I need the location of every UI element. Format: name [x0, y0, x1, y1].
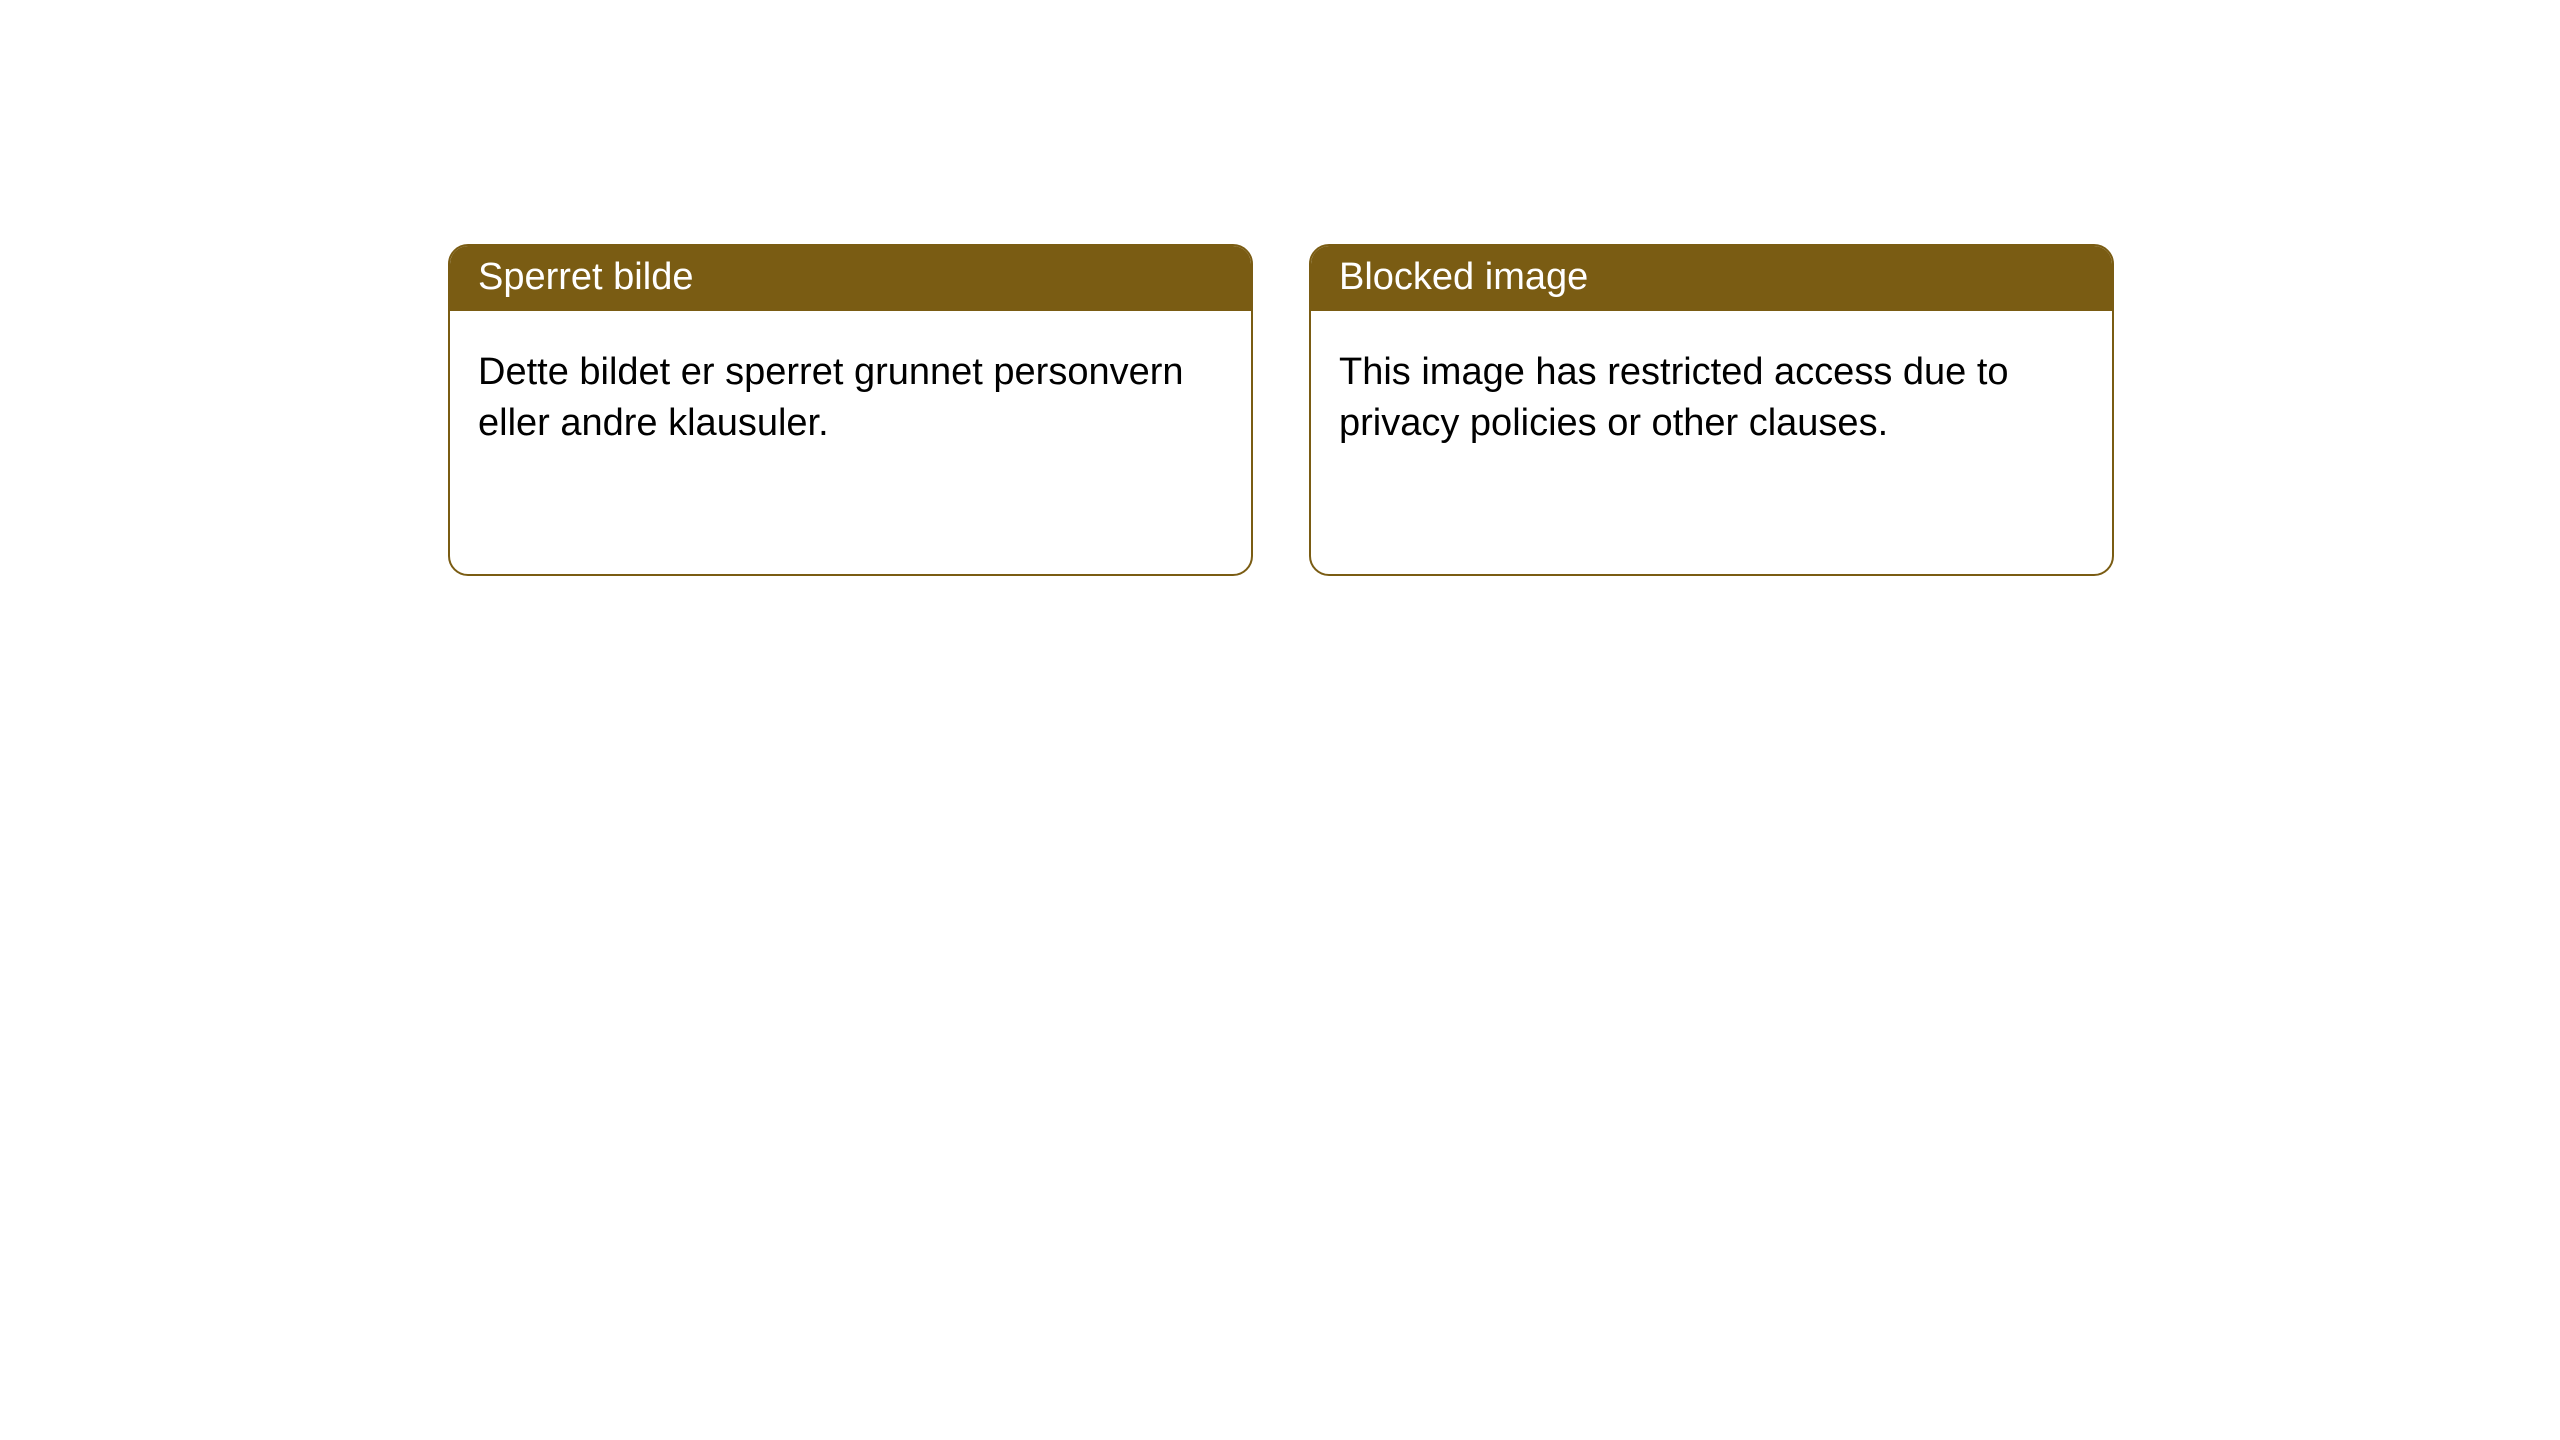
notice-card-norwegian: Sperret bilde Dette bildet er sperret gr… [448, 244, 1253, 576]
notice-title: Blocked image [1311, 246, 2112, 311]
notice-title: Sperret bilde [450, 246, 1251, 311]
notice-body: This image has restricted access due to … [1311, 311, 2112, 486]
notice-body: Dette bildet er sperret grunnet personve… [450, 311, 1251, 486]
notice-container: Sperret bilde Dette bildet er sperret gr… [0, 0, 2560, 576]
notice-card-english: Blocked image This image has restricted … [1309, 244, 2114, 576]
